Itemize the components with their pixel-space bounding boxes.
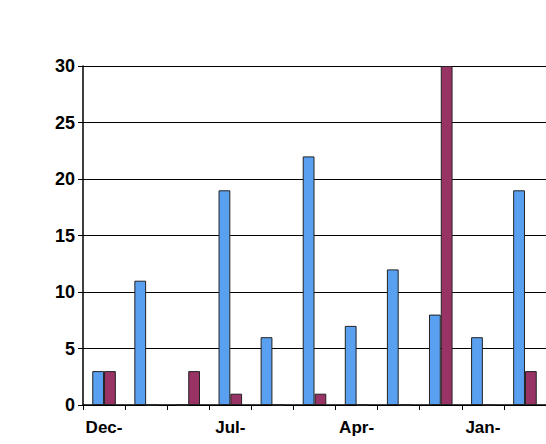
svg-text:15: 15 <box>55 226 75 246</box>
svg-text:Jan-: Jan- <box>465 418 500 437</box>
svg-text:5: 5 <box>65 339 75 359</box>
svg-text:Jul-: Jul- <box>215 418 245 437</box>
svg-text:Apr-: Apr- <box>339 418 374 437</box>
svg-text:20: 20 <box>55 169 75 189</box>
svg-text:30: 30 <box>55 56 75 76</box>
svg-text:0: 0 <box>65 395 75 415</box>
svg-text:Dec-: Dec- <box>86 418 123 437</box>
svg-text:25: 25 <box>55 113 75 133</box>
svg-text:10: 10 <box>55 282 75 302</box>
